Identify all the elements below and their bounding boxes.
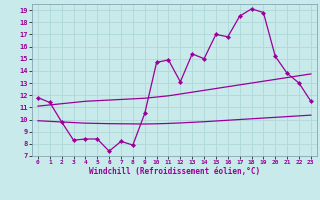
X-axis label: Windchill (Refroidissement éolien,°C): Windchill (Refroidissement éolien,°C) bbox=[89, 167, 260, 176]
